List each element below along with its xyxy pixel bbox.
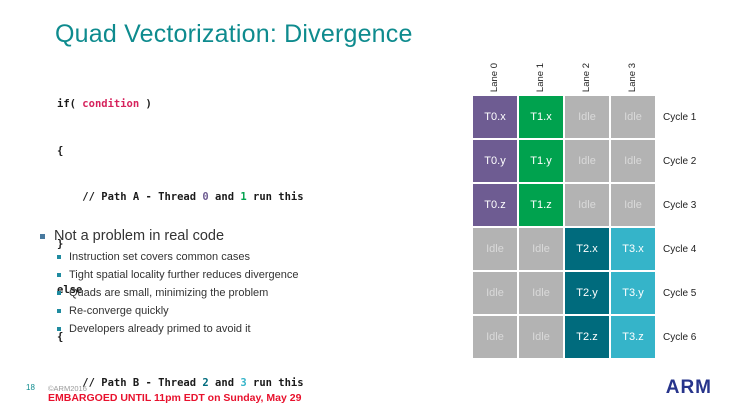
grid-cell: T2.x bbox=[565, 228, 609, 270]
lane-label: Lane 1 bbox=[535, 62, 547, 92]
code-line: { bbox=[57, 330, 64, 343]
grid-cell: Idle bbox=[611, 96, 655, 138]
grid-cell: T1.z bbox=[519, 184, 563, 226]
code-line: else bbox=[57, 284, 83, 296]
bullet-item: Quads are small, minimizing the problem bbox=[57, 287, 460, 299]
grid-cell: Idle bbox=[473, 316, 517, 358]
cycle-label: Cycle 4 bbox=[663, 243, 697, 255]
bullet-list: Not a problem in real code Instruction s… bbox=[40, 228, 460, 341]
bullet-text: Quads are small, minimizing the problem bbox=[69, 287, 269, 299]
code-token-thread3: 3 bbox=[240, 377, 247, 389]
bullet-text: Not a problem in real code bbox=[54, 228, 225, 244]
bullet-text: Re-converge quickly bbox=[69, 305, 169, 317]
lane-label: Lane 3 bbox=[627, 62, 639, 92]
divergence-diagram: Lane 0 Lane 1 Lane 2 Lane 3 T0.x T1.x Id… bbox=[473, 46, 696, 358]
grid-cell: Idle bbox=[611, 140, 655, 182]
grid-cell: T0.y bbox=[473, 140, 517, 182]
lane-label: Lane 0 bbox=[489, 62, 501, 92]
cycle-labels: Cycle 1 Cycle 2 Cycle 3 Cycle 4 Cycle 5 … bbox=[663, 96, 696, 360]
code-if-close: ) bbox=[139, 98, 152, 110]
arm-logo: ARM bbox=[665, 377, 712, 398]
bullet-marker bbox=[57, 291, 61, 295]
bullet-item-main: Not a problem in real code bbox=[40, 228, 460, 244]
code-comment-path-b: // Path B - Thread bbox=[57, 377, 203, 389]
lane-header-row: Lane 0 Lane 1 Lane 2 Lane 3 bbox=[473, 46, 655, 92]
grid-cell: Idle bbox=[519, 316, 563, 358]
bullet-item: Developers already primed to avoid it bbox=[57, 323, 460, 335]
lane-label: Lane 2 bbox=[581, 62, 593, 92]
grid-cell: Idle bbox=[519, 228, 563, 270]
code-and: and bbox=[208, 191, 241, 203]
grid-cell: Idle bbox=[565, 140, 609, 182]
bullet-marker bbox=[57, 309, 61, 313]
bullet-item: Instruction set covers common cases bbox=[57, 251, 460, 263]
copyright-text: ©ARM2016 bbox=[48, 384, 87, 393]
grid-cell: Idle bbox=[519, 272, 563, 314]
code-run-this: run this bbox=[246, 191, 304, 203]
grid-cell: Idle bbox=[611, 184, 655, 226]
bullet-item: Tight spatial locality further reduces d… bbox=[57, 269, 460, 281]
cycle-label: Cycle 1 bbox=[663, 111, 697, 123]
bullet-item: Re-converge quickly bbox=[57, 305, 460, 317]
bullet-text: Instruction set covers common cases bbox=[69, 251, 250, 263]
code-line: if( condition ) bbox=[57, 97, 304, 113]
code-and: and bbox=[208, 377, 241, 389]
grid-cell: T0.x bbox=[473, 96, 517, 138]
grid-cell: Idle bbox=[565, 96, 609, 138]
cycle-label: Cycle 2 bbox=[663, 155, 697, 167]
grid-cell: T2.z bbox=[565, 316, 609, 358]
cycle-grid: T0.x T1.x Idle Idle T0.y T1.y Idle Idle … bbox=[473, 96, 655, 358]
grid-cell: Idle bbox=[473, 272, 517, 314]
bullet-marker bbox=[57, 255, 61, 259]
grid-cell: T3.y bbox=[611, 272, 655, 314]
bullet-text: Tight spatial locality further reduces d… bbox=[69, 269, 299, 281]
code-line: // Path A - Thread 0 and 1 run this bbox=[57, 190, 304, 206]
code-line: // Path B - Thread 2 and 3 run this bbox=[57, 376, 304, 392]
grid-cell: T2.y bbox=[565, 272, 609, 314]
bullet-marker bbox=[57, 327, 61, 331]
embargo-notice: EMBARGOED UNTIL 11pm EDT on Sunday, May … bbox=[48, 392, 302, 404]
grid-cell: Idle bbox=[565, 184, 609, 226]
code-token-thread2: 2 bbox=[202, 377, 209, 389]
code-token-condition: condition bbox=[82, 98, 140, 110]
code-run-this: run this bbox=[246, 377, 304, 389]
grid-cell: T1.x bbox=[519, 96, 563, 138]
cycle-label: Cycle 5 bbox=[663, 287, 697, 299]
grid-cell: T3.z bbox=[611, 316, 655, 358]
cycle-label: Cycle 6 bbox=[663, 331, 697, 343]
code-line: } bbox=[57, 237, 64, 250]
bullet-marker bbox=[57, 273, 61, 277]
code-line: { bbox=[57, 144, 64, 157]
bullet-marker bbox=[40, 233, 45, 239]
page-number: 18 bbox=[26, 383, 35, 392]
slide-title: Quad Vectorization: Divergence bbox=[55, 20, 413, 48]
code-block: if( condition ) { // Path A - Thread 0 a… bbox=[57, 66, 304, 416]
code-if-keyword: if( bbox=[57, 98, 83, 110]
cycle-label: Cycle 3 bbox=[663, 199, 697, 211]
code-token-thread1: 1 bbox=[240, 191, 247, 203]
grid-cell: T1.y bbox=[519, 140, 563, 182]
bullet-text: Developers already primed to avoid it bbox=[69, 323, 251, 335]
grid-cell: Idle bbox=[473, 228, 517, 270]
code-comment-path-a: // Path A - Thread bbox=[57, 191, 203, 203]
code-token-thread0: 0 bbox=[202, 191, 209, 203]
grid-cell: T3.x bbox=[611, 228, 655, 270]
grid-cell: T0.z bbox=[473, 184, 517, 226]
